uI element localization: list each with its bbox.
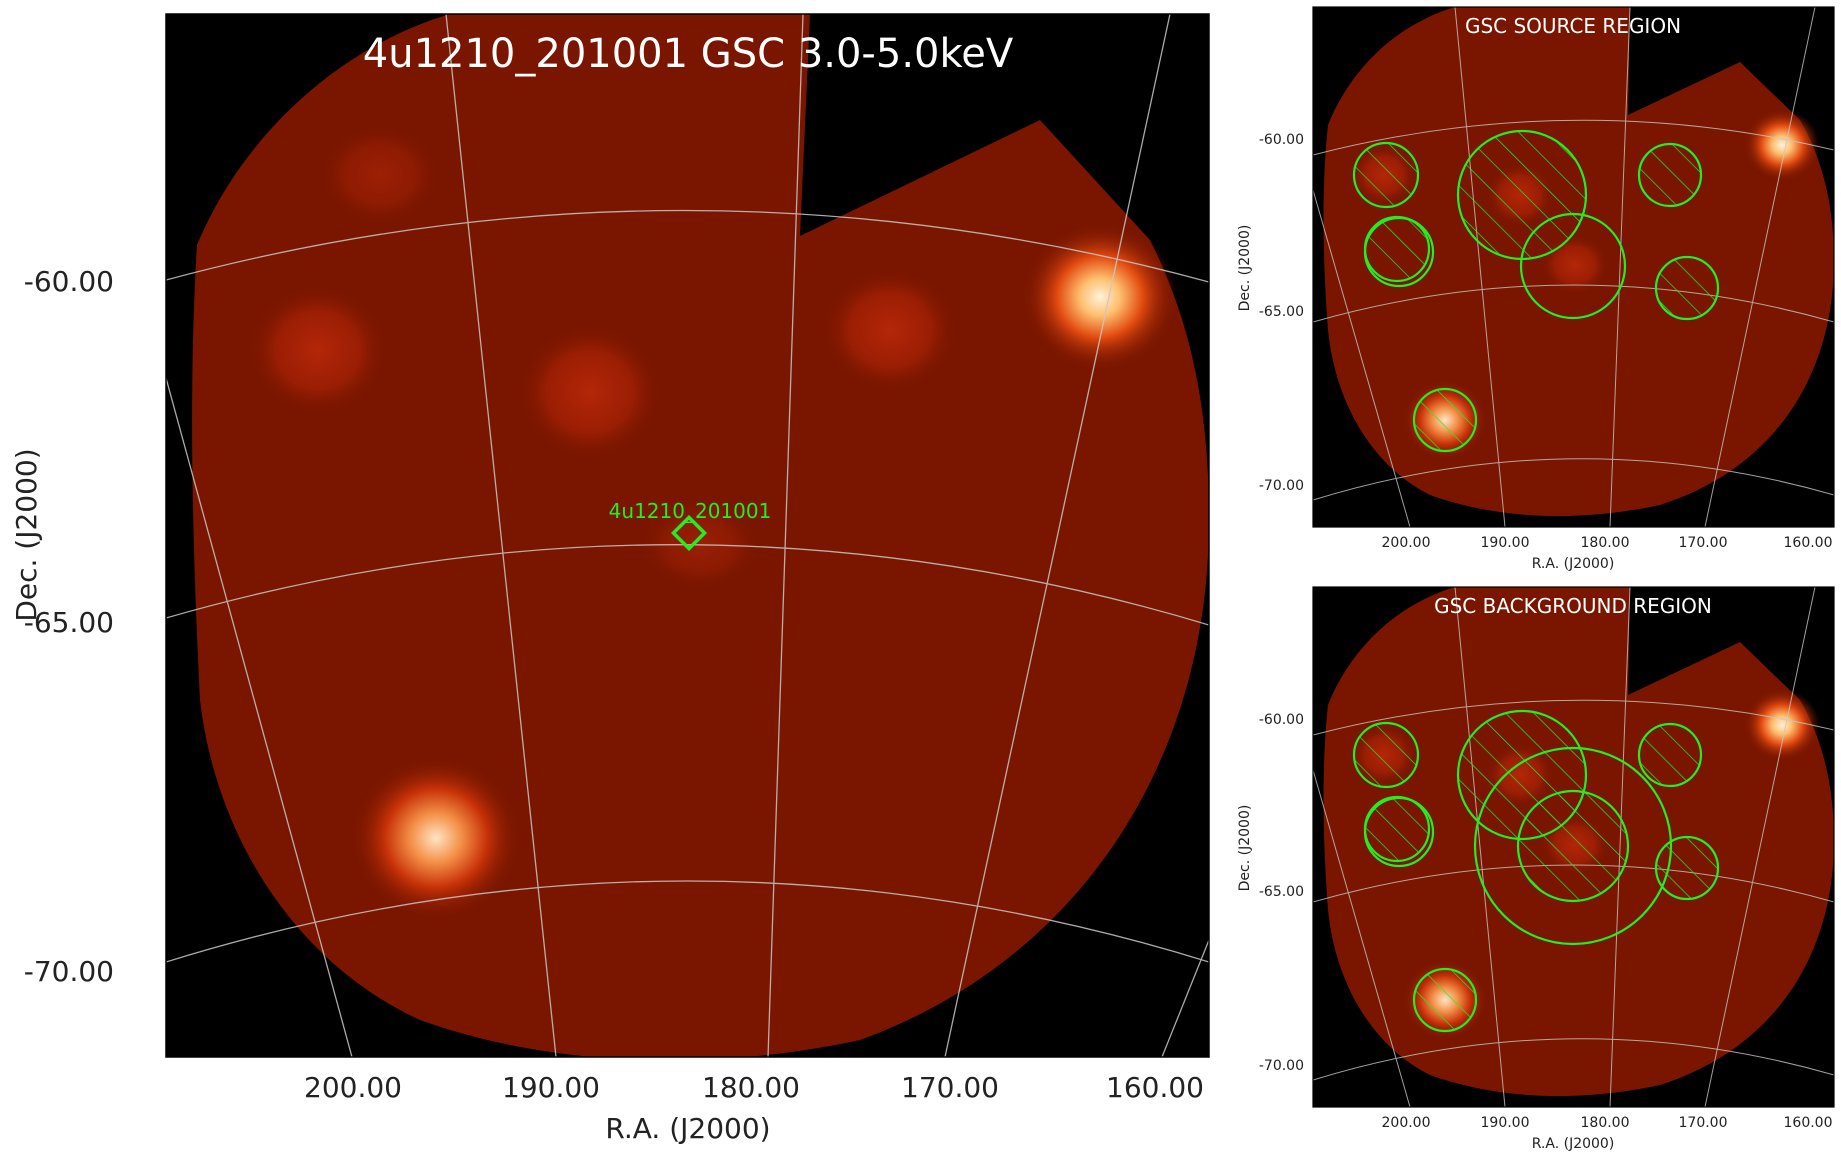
source-region-circle-7 — [1412, 387, 1478, 453]
source-region-circle-1 — [1352, 141, 1420, 209]
bkg-ra-tick-3: 180.00 — [1581, 1115, 1630, 1131]
main-faint-source-4 — [320, 125, 440, 225]
bkg-ra-tick-4: 170.00 — [1679, 1115, 1728, 1131]
background-region-panel: GSC BACKGROUND REGION -60.00 -65.00 -70.… — [1237, 586, 1835, 1152]
background-xlabel: R.A. (J2000) — [1532, 1136, 1615, 1152]
bkg-dec-tick-2: -65.00 — [1259, 884, 1304, 900]
source-ra-tick-1: 200.00 — [1382, 535, 1431, 551]
bkg-region-circle-6 — [1654, 835, 1720, 901]
bkg-region-circle-5 — [1637, 722, 1703, 788]
background-panel-title: GSC BACKGROUND REGION — [1434, 594, 1712, 618]
source-region-circle-4 — [1519, 212, 1627, 320]
source-regions — [1352, 129, 1720, 453]
main-ra-tick-2: 190.00 — [502, 1071, 600, 1104]
main-xlabel: R.A. (J2000) — [605, 1112, 770, 1145]
source-ra-tick-4: 170.00 — [1679, 535, 1728, 551]
main-ra-tick-5: 160.00 — [1106, 1071, 1204, 1104]
bkg-region-circle-2 — [1363, 795, 1431, 863]
main-frame — [165, 13, 1210, 1058]
main-image-panel: 4u1210_201001 GSC 3.0-5.0keV 4u1210_2010… — [10, 13, 1210, 1145]
bkg-dec-tick-3: -70.00 — [1259, 1058, 1304, 1074]
main-coordinate-grid — [166, 14, 1209, 1057]
background-ylabel: Dec. (J2000) — [1237, 805, 1253, 892]
source-dec-tick-2: -65.00 — [1259, 304, 1304, 320]
source-dec-tick-3: -70.00 — [1259, 478, 1304, 494]
main-dec-tick-3: -70.00 — [24, 955, 114, 988]
main-faint-source-1 — [248, 285, 388, 415]
bkg-region-circle-7 — [1412, 967, 1478, 1033]
main-bright-source-ne — [1022, 223, 1178, 371]
main-ra-tick-3: 180.00 — [702, 1071, 800, 1104]
bkg-ra-tick-2: 190.00 — [1481, 1115, 1530, 1131]
main-faint-source-3 — [822, 268, 958, 392]
bkg-region-circle-1 — [1352, 721, 1420, 789]
background-regions — [1352, 709, 1720, 1033]
main-dec-tick-1: -60.00 — [24, 265, 114, 298]
source-ra-tick-2: 190.00 — [1481, 535, 1530, 551]
source-ylabel: Dec. (J2000) — [1237, 225, 1253, 312]
source-region-circle-5 — [1637, 142, 1703, 208]
bkg-ra-tick-1: 200.00 — [1382, 1115, 1431, 1131]
main-bright-source-sw — [351, 756, 521, 920]
source-region-circle-2b — [1363, 216, 1435, 288]
source-xlabel: R.A. (J2000) — [1532, 556, 1615, 572]
source-region-panel: GSC SOURCE REGION -60.00 -65.00 -70.00 2… — [1237, 6, 1835, 572]
main-dec-tick-2: -65.00 — [24, 606, 114, 639]
bkg-ra-tick-5: 160.00 — [1784, 1115, 1833, 1131]
bkg-region-circle-4 — [1516, 789, 1630, 903]
bkg-region-circle-2b — [1363, 796, 1435, 868]
source-ra-tick-3: 180.00 — [1581, 535, 1630, 551]
source-region-circle-6 — [1654, 255, 1720, 321]
source-region-circle-3 — [1456, 129, 1588, 261]
source-panel-title: GSC SOURCE REGION — [1465, 14, 1681, 38]
main-ylabel: Dec. (J2000) — [10, 448, 43, 621]
source-ra-tick-5: 160.00 — [1784, 535, 1833, 551]
source-region-circle-2 — [1363, 215, 1431, 283]
source-position-diamond — [670, 514, 708, 552]
main-ra-tick-4: 170.00 — [901, 1071, 999, 1104]
main-title: 4u1210_201001 GSC 3.0-5.0keV — [363, 31, 1014, 77]
main-faint-source-2 — [518, 324, 662, 460]
source-dec-tick-1: -60.00 — [1259, 132, 1304, 148]
bkg-dec-tick-1: -60.00 — [1259, 712, 1304, 728]
main-ra-tick-1: 200.00 — [304, 1071, 402, 1104]
